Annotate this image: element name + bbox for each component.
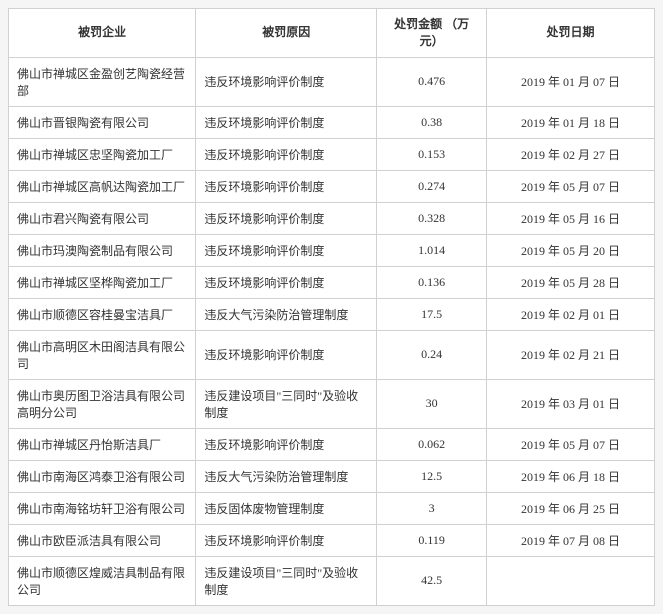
cell-reason: 违反环境影响评价制度 bbox=[196, 524, 377, 556]
cell-date: 2019 年 01 月 18 日 bbox=[487, 106, 655, 138]
cell-reason: 违反环境影响评价制度 bbox=[196, 106, 377, 138]
cell-date bbox=[487, 556, 655, 605]
table-row: 佛山市禅城区忠坚陶瓷加工厂违反环境影响评价制度0.1532019 年 02 月 … bbox=[9, 138, 655, 170]
table-row: 佛山市南海区鸿泰卫浴有限公司违反大气污染防治管理制度12.52019 年 06 … bbox=[9, 460, 655, 492]
cell-amount: 0.136 bbox=[377, 266, 487, 298]
cell-amount: 0.38 bbox=[377, 106, 487, 138]
table-row: 佛山市玛澳陶瓷制品有限公司违反环境影响评价制度1.0142019 年 05 月 … bbox=[9, 234, 655, 266]
table-header-row: 被罚企业 被罚原因 处罚金额 （万元） 处罚日期 bbox=[9, 9, 655, 58]
cell-date: 2019 年 05 月 20 日 bbox=[487, 234, 655, 266]
cell-reason: 违反大气污染防治管理制度 bbox=[196, 298, 377, 330]
cell-reason: 违反环境影响评价制度 bbox=[196, 234, 377, 266]
cell-reason: 违反环境影响评价制度 bbox=[196, 266, 377, 298]
cell-amount: 3 bbox=[377, 492, 487, 524]
col-header-company: 被罚企业 bbox=[9, 9, 196, 58]
table-row: 佛山市晋银陶瓷有限公司违反环境影响评价制度0.382019 年 01 月 18 … bbox=[9, 106, 655, 138]
cell-reason: 违反建设项目"三同时"及验收制度 bbox=[196, 379, 377, 428]
cell-reason: 违反环境影响评价制度 bbox=[196, 330, 377, 379]
cell-amount: 0.328 bbox=[377, 202, 487, 234]
cell-company: 佛山市禅城区丹怡斯洁具厂 bbox=[9, 428, 196, 460]
cell-date: 2019 年 02 月 21 日 bbox=[487, 330, 655, 379]
col-header-date: 处罚日期 bbox=[487, 9, 655, 58]
table-row: 佛山市禅城区金盈创艺陶瓷经营部违反环境影响评价制度0.4762019 年 01 … bbox=[9, 57, 655, 106]
cell-amount: 1.014 bbox=[377, 234, 487, 266]
cell-date: 2019 年 01 月 07 日 bbox=[487, 57, 655, 106]
cell-company: 佛山市禅城区坚桦陶瓷加工厂 bbox=[9, 266, 196, 298]
cell-company: 佛山市玛澳陶瓷制品有限公司 bbox=[9, 234, 196, 266]
cell-amount: 0.476 bbox=[377, 57, 487, 106]
cell-company: 佛山市南海区鸿泰卫浴有限公司 bbox=[9, 460, 196, 492]
cell-date: 2019 年 05 月 07 日 bbox=[487, 170, 655, 202]
cell-company: 佛山市禅城区忠坚陶瓷加工厂 bbox=[9, 138, 196, 170]
table-body: 佛山市禅城区金盈创艺陶瓷经营部违反环境影响评价制度0.4762019 年 01 … bbox=[9, 57, 655, 605]
cell-company: 佛山市顺德区煌威洁具制品有限公司 bbox=[9, 556, 196, 605]
table-row: 佛山市禅城区坚桦陶瓷加工厂违反环境影响评价制度0.1362019 年 05 月 … bbox=[9, 266, 655, 298]
cell-reason: 违反环境影响评价制度 bbox=[196, 428, 377, 460]
cell-date: 2019 年 07 月 08 日 bbox=[487, 524, 655, 556]
table-row: 佛山市欧臣派洁具有限公司违反环境影响评价制度0.1192019 年 07 月 0… bbox=[9, 524, 655, 556]
table-row: 佛山市高明区木田阁洁具有限公司违反环境影响评价制度0.242019 年 02 月… bbox=[9, 330, 655, 379]
cell-reason: 违反环境影响评价制度 bbox=[196, 138, 377, 170]
table-row: 佛山市禅城区高帆达陶瓷加工厂违反环境影响评价制度0.2742019 年 05 月… bbox=[9, 170, 655, 202]
cell-date: 2019 年 05 月 16 日 bbox=[487, 202, 655, 234]
cell-date: 2019 年 05 月 07 日 bbox=[487, 428, 655, 460]
cell-amount: 30 bbox=[377, 379, 487, 428]
cell-date: 2019 年 06 月 25 日 bbox=[487, 492, 655, 524]
table-row: 佛山市禅城区丹怡斯洁具厂违反环境影响评价制度0.0622019 年 05 月 0… bbox=[9, 428, 655, 460]
cell-reason: 违反建设项目"三同时"及验收制度 bbox=[196, 556, 377, 605]
cell-reason: 违反环境影响评价制度 bbox=[196, 202, 377, 234]
col-header-amount: 处罚金额 （万元） bbox=[377, 9, 487, 58]
table-row: 佛山市奥历图卫浴洁具有限公司高明分公司违反建设项目"三同时"及验收制度30201… bbox=[9, 379, 655, 428]
cell-reason: 违反固体废物管理制度 bbox=[196, 492, 377, 524]
cell-amount: 0.119 bbox=[377, 524, 487, 556]
cell-company: 佛山市君兴陶瓷有限公司 bbox=[9, 202, 196, 234]
cell-amount: 0.153 bbox=[377, 138, 487, 170]
table-row: 佛山市南海铭坊轩卫浴有限公司违反固体废物管理制度32019 年 06 月 25 … bbox=[9, 492, 655, 524]
cell-amount: 0.274 bbox=[377, 170, 487, 202]
cell-amount: 42.5 bbox=[377, 556, 487, 605]
cell-company: 佛山市南海铭坊轩卫浴有限公司 bbox=[9, 492, 196, 524]
table-row: 佛山市君兴陶瓷有限公司违反环境影响评价制度0.3282019 年 05 月 16… bbox=[9, 202, 655, 234]
cell-amount: 0.062 bbox=[377, 428, 487, 460]
cell-reason: 违反环境影响评价制度 bbox=[196, 57, 377, 106]
col-header-reason: 被罚原因 bbox=[196, 9, 377, 58]
penalty-table: 被罚企业 被罚原因 处罚金额 （万元） 处罚日期 佛山市禅城区金盈创艺陶瓷经营部… bbox=[8, 8, 655, 606]
cell-amount: 17.5 bbox=[377, 298, 487, 330]
cell-company: 佛山市顺德区容桂曼宝洁具厂 bbox=[9, 298, 196, 330]
cell-company: 佛山市高明区木田阁洁具有限公司 bbox=[9, 330, 196, 379]
cell-amount: 0.24 bbox=[377, 330, 487, 379]
cell-amount: 12.5 bbox=[377, 460, 487, 492]
cell-date: 2019 年 05 月 28 日 bbox=[487, 266, 655, 298]
cell-company: 佛山市欧臣派洁具有限公司 bbox=[9, 524, 196, 556]
cell-reason: 违反环境影响评价制度 bbox=[196, 170, 377, 202]
cell-date: 2019 年 02 月 27 日 bbox=[487, 138, 655, 170]
table-row: 佛山市顺德区容桂曼宝洁具厂违反大气污染防治管理制度17.52019 年 02 月… bbox=[9, 298, 655, 330]
cell-reason: 违反大气污染防治管理制度 bbox=[196, 460, 377, 492]
cell-date: 2019 年 03 月 01 日 bbox=[487, 379, 655, 428]
cell-company: 佛山市晋银陶瓷有限公司 bbox=[9, 106, 196, 138]
table-row: 佛山市顺德区煌威洁具制品有限公司违反建设项目"三同时"及验收制度42.5 bbox=[9, 556, 655, 605]
cell-company: 佛山市禅城区高帆达陶瓷加工厂 bbox=[9, 170, 196, 202]
cell-company: 佛山市奥历图卫浴洁具有限公司高明分公司 bbox=[9, 379, 196, 428]
cell-date: 2019 年 06 月 18 日 bbox=[487, 460, 655, 492]
cell-company: 佛山市禅城区金盈创艺陶瓷经营部 bbox=[9, 57, 196, 106]
cell-date: 2019 年 02 月 01 日 bbox=[487, 298, 655, 330]
